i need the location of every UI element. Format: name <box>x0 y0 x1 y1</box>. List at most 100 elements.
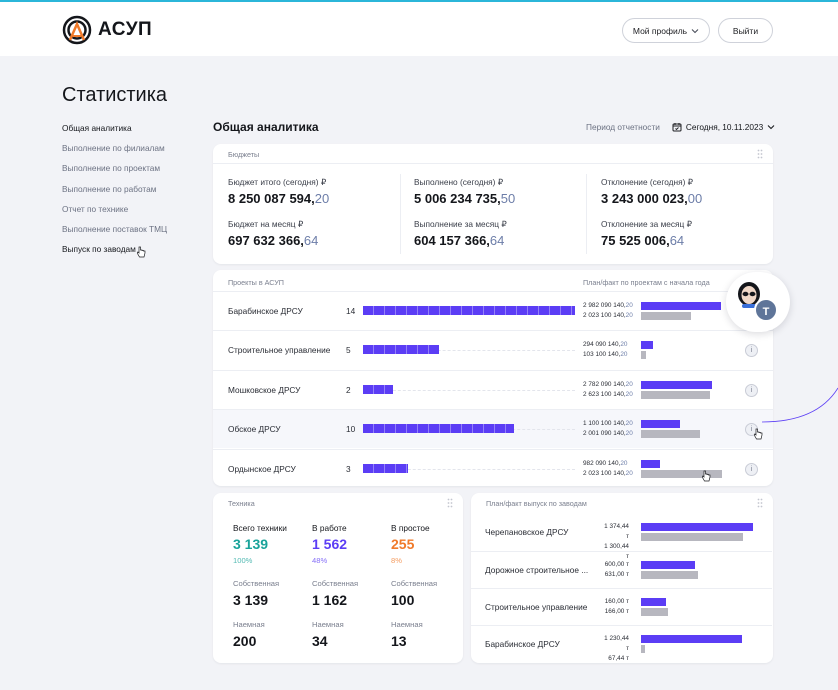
profile-button-label: Мой профиль <box>632 25 688 36</box>
page-title: Статистика <box>62 84 168 106</box>
value-int: 2 023 100 140, <box>583 469 626 477</box>
tech-card: Техника Всего техники 3 139 100% Собственна… <box>213 493 463 663</box>
profile-button[interactable]: Мой профиль <box>622 18 710 43</box>
value-frac: 20 <box>314 191 330 206</box>
hired-value: 13 <box>391 633 407 649</box>
presence-avatars[interactable]: T <box>726 272 790 332</box>
planfact-values: 1 100 100 140, 20 2 001 090 140,20 <box>583 419 633 439</box>
plant-row[interactable]: Барабинское ДРСУ 1 230,44 т 67,44 т <box>471 625 772 662</box>
plants-card-title: План/факт выпуск по заводам <box>471 493 773 513</box>
value-frac: 20 <box>625 430 633 438</box>
drag-handle-icon[interactable] <box>757 498 763 508</box>
project-row[interactable]: Барабинское ДРСУ 14 2 982 090 140,20 2 023 … <box>213 291 773 330</box>
project-count-bar <box>363 424 515 434</box>
value-int: 604 157 366, <box>414 233 490 248</box>
nav-item-equipment-report[interactable]: Отчет по технике <box>62 203 129 214</box>
plants-title: План/факт выпуск по заводам <box>486 499 587 508</box>
hired-label: Наемная <box>233 620 265 629</box>
project-bar-track <box>363 468 575 470</box>
plants-card: План/факт выпуск по заводам Черепановско… <box>471 493 773 663</box>
tech-title: Техника <box>228 499 255 508</box>
project-bar-track <box>363 350 575 352</box>
project-row[interactable]: Обское ДРСУ 10 1 100 100 140,20 2 001 090 1… <box>213 409 773 449</box>
value-int: 2 023 100 140, <box>583 312 626 319</box>
plan-bar <box>641 341 654 350</box>
plant-row[interactable]: Черепановское ДРСУ 1 374,44 т 1 300,44 т <box>471 514 772 560</box>
nav-item-supplies[interactable]: Выполнение поставок ТМЦ <box>62 223 168 234</box>
info-icon[interactable]: i <box>745 462 758 476</box>
planfact-values: 2 782 090 140,20 2 623 100 140,20 <box>583 380 633 400</box>
value-int: 8 250 087 594, <box>228 191 315 206</box>
plant-row[interactable]: Строительное управление 160,00 т 166,00 т <box>471 588 772 625</box>
project-row[interactable]: Мошковское ДРСУ 2 2 782 090 140,20 2 623 10… <box>213 369 773 409</box>
tech-column: В работе 1 562 48% Собственная 1 162 Наемная 3… <box>312 523 358 649</box>
tech-total: 3 139 <box>233 536 269 552</box>
plan-value: 2 982 090 140,20 <box>583 301 633 311</box>
logo[interactable]: АСУП <box>62 15 152 45</box>
nav-item-plants-output[interactable]: Выпуск по заводам <box>62 244 136 255</box>
budget-label: Отклонение (сегодня) ₽ <box>601 177 693 187</box>
nav-item-branches[interactable]: Выполнение по филиалам <box>62 143 165 154</box>
project-row[interactable]: Ордынское ДРСУ 3 982 090 140,20 2 023 100 1… <box>213 448 773 486</box>
fact-value: 67,44 т <box>608 655 629 662</box>
hand-cursor-icon <box>136 246 146 258</box>
hired-label: Наемная <box>391 620 423 629</box>
tech-card-title: Техника <box>213 493 463 513</box>
plant-row[interactable]: Дорожное строительное ... 600,00 т 631,00 … <box>471 551 772 588</box>
value-frac: 20 <box>625 312 633 319</box>
divider <box>400 174 401 254</box>
project-name: Обское ДРСУ <box>228 424 281 435</box>
plant-name: Дорожное строительное ... <box>485 565 589 575</box>
plant-name: Черепановское ДРСУ <box>485 527 569 537</box>
budget-label: Отклонение за месяц ₽ <box>601 219 692 229</box>
own-value: 100 <box>391 592 415 608</box>
value-int: 697 632 366, <box>228 233 304 248</box>
logout-button[interactable]: Выйти <box>718 18 773 43</box>
period-dropdown[interactable]: Сегодня, 10.11.2023 <box>672 122 775 132</box>
project-count-bar <box>363 306 575 315</box>
tech-total: 1 562 <box>312 536 348 552</box>
value-frac: 20 <box>625 302 633 309</box>
connector-line <box>762 387 838 423</box>
value-frac: 64 <box>489 233 505 248</box>
project-count: 3 <box>346 463 351 474</box>
chevron-down-icon <box>767 125 775 130</box>
drag-handle-icon[interactable] <box>447 498 453 508</box>
drag-handle-icon[interactable] <box>757 149 763 159</box>
fact-value: 631,00 т <box>604 571 629 578</box>
value-int: 1 100 100 140, <box>583 420 626 428</box>
budget-value: 5 006 234 735,50 <box>414 191 515 206</box>
value-int: 5 006 234 735, <box>414 191 501 206</box>
plan-bar <box>641 380 713 389</box>
fact-value: 1 300,44 т <box>604 543 629 560</box>
calendar-icon <box>672 123 682 132</box>
info-icon[interactable]: i <box>745 344 758 358</box>
nav-item-general-analytics[interactable]: Общая аналитика <box>62 123 132 133</box>
project-name: Мошковское ДРСУ <box>228 384 301 395</box>
planfact-values: 160,00 т 166,00 т <box>602 597 629 617</box>
logo-text: АСУП <box>98 19 153 40</box>
plan-bar <box>641 598 666 606</box>
nav-item-works[interactable]: Выполнение по работам <box>62 183 157 194</box>
section-title: Общая аналитика <box>213 120 319 134</box>
project-count: 14 <box>346 306 356 316</box>
user-avatar[interactable]: T <box>754 298 778 322</box>
project-row[interactable]: Строительное управление 5 294 090 140,20 10… <box>213 330 773 369</box>
period-selector: Период отчетности Сегодня, 10.11.2023 <box>586 122 775 132</box>
value-frac: 20 <box>625 469 633 477</box>
fact-value: 2 001 090 140,20 <box>583 429 633 439</box>
planfact-values: 2 982 090 140,20 2 023 100 140,20 <box>583 301 633 321</box>
tech-column: Всего техники 3 139 100% Собственная 3 139 На… <box>233 523 287 649</box>
info-icon[interactable]: i <box>745 383 758 397</box>
nav-item-projects[interactable]: Выполнение по проектам <box>62 163 161 174</box>
value-int: 2 001 090 140, <box>583 430 626 438</box>
budget-title: Бюджеты <box>228 150 260 159</box>
budget-month: Бюджет на месяц ₽ 697 632 366,64 <box>228 219 318 248</box>
value-int: 3 243 000 023, <box>601 191 688 206</box>
value-frac: 20 <box>620 459 628 467</box>
tech-label: Всего техники <box>233 523 287 533</box>
planfact-values: 294 090 140,20 103 100 140,20 <box>583 340 627 360</box>
fact-bar <box>641 430 701 439</box>
value-frac: 64 <box>669 233 685 248</box>
own-value: 1 162 <box>312 592 348 608</box>
